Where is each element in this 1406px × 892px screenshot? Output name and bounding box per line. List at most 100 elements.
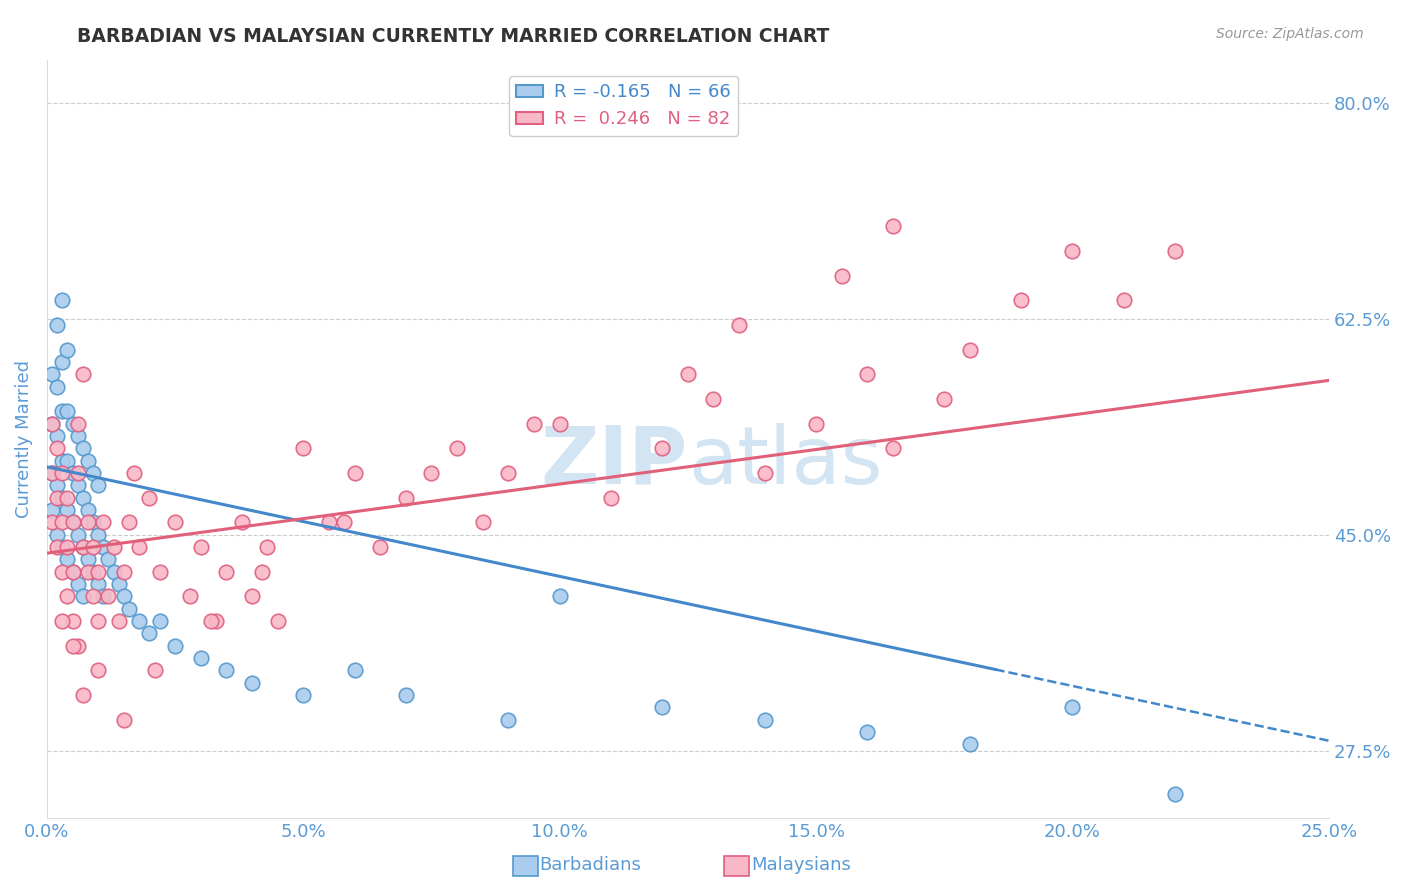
Point	[72, 442, 94, 456]
Point	[215, 664, 238, 678]
Point	[77, 552, 100, 566]
Point	[215, 565, 238, 579]
Point	[122, 466, 145, 480]
Point	[118, 516, 141, 530]
Point	[72, 590, 94, 604]
Point	[62, 639, 84, 653]
Point	[107, 614, 129, 628]
Point	[190, 651, 212, 665]
Point	[343, 664, 366, 678]
Point	[498, 466, 520, 480]
Point	[62, 516, 84, 530]
Point	[51, 516, 73, 530]
Point	[103, 565, 125, 579]
Point	[72, 540, 94, 554]
Point	[56, 590, 79, 604]
Point	[62, 466, 84, 480]
Point	[1164, 244, 1187, 258]
Text: atlas: atlas	[688, 423, 882, 500]
Point	[46, 379, 69, 393]
Point	[62, 565, 84, 579]
Text: BARBADIAN VS MALAYSIAN CURRENTLY MARRIED CORRELATION CHART: BARBADIAN VS MALAYSIAN CURRENTLY MARRIED…	[77, 27, 830, 45]
Point	[56, 491, 79, 505]
Point	[51, 565, 73, 579]
Point	[82, 540, 104, 554]
Point	[97, 552, 120, 566]
Point	[46, 429, 69, 443]
Point	[41, 417, 63, 431]
Point	[1062, 700, 1084, 714]
Point	[72, 491, 94, 505]
Point	[56, 404, 79, 418]
Point	[856, 368, 879, 382]
Point	[754, 466, 776, 480]
Point	[56, 503, 79, 517]
Point	[56, 552, 79, 566]
Point	[46, 527, 69, 541]
Point	[548, 417, 571, 431]
Point	[959, 738, 981, 752]
Point	[62, 614, 84, 628]
Point	[87, 614, 110, 628]
Point	[66, 577, 89, 591]
Point	[91, 516, 114, 530]
Point	[149, 614, 172, 628]
Point	[56, 540, 79, 554]
Point	[66, 417, 89, 431]
Point	[77, 565, 100, 579]
Legend: R = -0.165   N = 66, R =  0.246   N = 82: R = -0.165 N = 66, R = 0.246 N = 82	[509, 76, 738, 136]
Point	[51, 540, 73, 554]
Point	[77, 503, 100, 517]
Point	[41, 368, 63, 382]
Point	[600, 491, 623, 505]
Point	[190, 540, 212, 554]
Point	[149, 565, 172, 579]
Point	[292, 688, 315, 702]
Point	[651, 442, 673, 456]
Point	[112, 713, 135, 727]
Point	[1112, 293, 1135, 308]
Point	[51, 466, 73, 480]
Point	[200, 614, 222, 628]
Point	[728, 318, 751, 332]
Point	[97, 590, 120, 604]
Point	[959, 343, 981, 357]
Point	[46, 478, 69, 492]
Point	[66, 429, 89, 443]
Point	[51, 614, 73, 628]
Point	[112, 565, 135, 579]
Point	[41, 516, 63, 530]
Point	[676, 368, 699, 382]
Point	[343, 466, 366, 480]
Point	[498, 713, 520, 727]
Point	[51, 404, 73, 418]
Text: Source: ZipAtlas.com: Source: ZipAtlas.com	[1216, 27, 1364, 41]
Point	[77, 453, 100, 467]
Point	[856, 725, 879, 739]
Point	[1164, 787, 1187, 801]
Point	[523, 417, 546, 431]
Point	[62, 565, 84, 579]
Point	[82, 516, 104, 530]
Point	[107, 577, 129, 591]
Point	[1062, 244, 1084, 258]
Point	[318, 516, 340, 530]
Point	[46, 318, 69, 332]
Point	[87, 577, 110, 591]
Point	[66, 478, 89, 492]
Point	[82, 466, 104, 480]
Point	[702, 392, 724, 406]
Point	[395, 491, 418, 505]
Point	[138, 491, 160, 505]
Point	[77, 516, 100, 530]
Point	[831, 268, 853, 283]
Point	[46, 540, 69, 554]
Point	[651, 700, 673, 714]
Point	[882, 219, 904, 234]
Point	[51, 453, 73, 467]
Point	[46, 442, 69, 456]
Point	[333, 516, 356, 530]
Point	[548, 590, 571, 604]
Point	[138, 626, 160, 640]
Point	[87, 478, 110, 492]
